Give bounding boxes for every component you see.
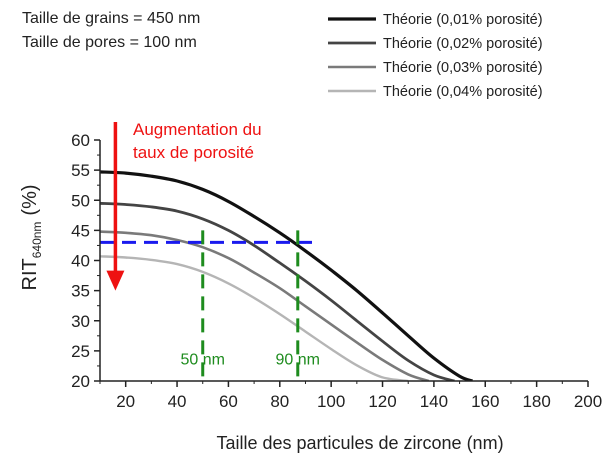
annotation-line-2: taux de porosité bbox=[133, 143, 254, 162]
series-line-2 bbox=[100, 201, 455, 381]
series-line-1 bbox=[100, 170, 473, 381]
y-tick-label-60: 60 bbox=[71, 131, 90, 150]
y-tick-label-45: 45 bbox=[71, 221, 90, 240]
legend-label-2: Théorie (0,02% porosité) bbox=[383, 36, 543, 52]
porosity-arrow-head bbox=[106, 270, 125, 291]
y-tick-label-55: 55 bbox=[71, 161, 90, 180]
y-axis-label-text: RIT640nm (%) bbox=[19, 184, 44, 290]
x-tick-label-160: 160 bbox=[471, 392, 499, 411]
y-axis-label-unit: (%) bbox=[19, 184, 41, 215]
x-tick-label-120: 120 bbox=[368, 392, 396, 411]
y-tick-label-40: 40 bbox=[71, 252, 90, 271]
axes: 20 25 30 35 40 45 50 55 60 20 40 60 80 100 120 140 160 18… bbox=[71, 131, 602, 411]
grain-size-note: Taille de grains = 450 nm bbox=[22, 10, 200, 27]
y-tick-label-25: 25 bbox=[71, 342, 90, 361]
y-axis-label: RIT640nm (%) bbox=[19, 184, 44, 290]
x-tick-label-80: 80 bbox=[270, 392, 289, 411]
y-axis-label-group: RIT640nm (%) bbox=[19, 184, 44, 290]
x-tick-label-100: 100 bbox=[317, 392, 345, 411]
series-line-3 bbox=[100, 230, 430, 381]
legend-label-3: Théorie (0,03% porosité) bbox=[383, 60, 543, 76]
y-tick-label-50: 50 bbox=[71, 191, 90, 210]
x-tick-label-40: 40 bbox=[168, 392, 187, 411]
vertical-reference-label-2: 90 nm bbox=[276, 352, 320, 369]
x-tick-label-140: 140 bbox=[420, 392, 448, 411]
y-tick-label-35: 35 bbox=[71, 282, 90, 301]
x-tick-label-60: 60 bbox=[219, 392, 238, 411]
y-axis-label-main: RIT bbox=[19, 258, 41, 290]
pore-size-note: Taille de pores = 100 nm bbox=[22, 34, 197, 51]
annotation-line-1: Augmentation du bbox=[133, 120, 262, 139]
legend-label-4: Théorie (0,04% porosité) bbox=[383, 84, 543, 100]
x-tick-label-200: 200 bbox=[574, 392, 602, 411]
y-tick-label-30: 30 bbox=[71, 312, 90, 331]
legend: Théorie (0,01% porosité) Théorie (0,02% p… bbox=[328, 12, 543, 100]
x-axis-label: Taille des particules de zircone (nm) bbox=[216, 433, 503, 453]
series-line-4 bbox=[100, 255, 409, 381]
x-tick-label-20: 20 bbox=[116, 392, 135, 411]
y-axis-label-subscript: 640nm bbox=[30, 222, 44, 259]
y-tick-label-20: 20 bbox=[71, 372, 90, 391]
vertical-reference-label-1: 50 nm bbox=[181, 352, 225, 369]
legend-label-1: Théorie (0,01% porosité) bbox=[383, 12, 543, 28]
x-tick-label-180: 180 bbox=[522, 392, 550, 411]
plot-area: 50 nm 90 nm Augmentation du taux de porosit… bbox=[100, 120, 473, 381]
